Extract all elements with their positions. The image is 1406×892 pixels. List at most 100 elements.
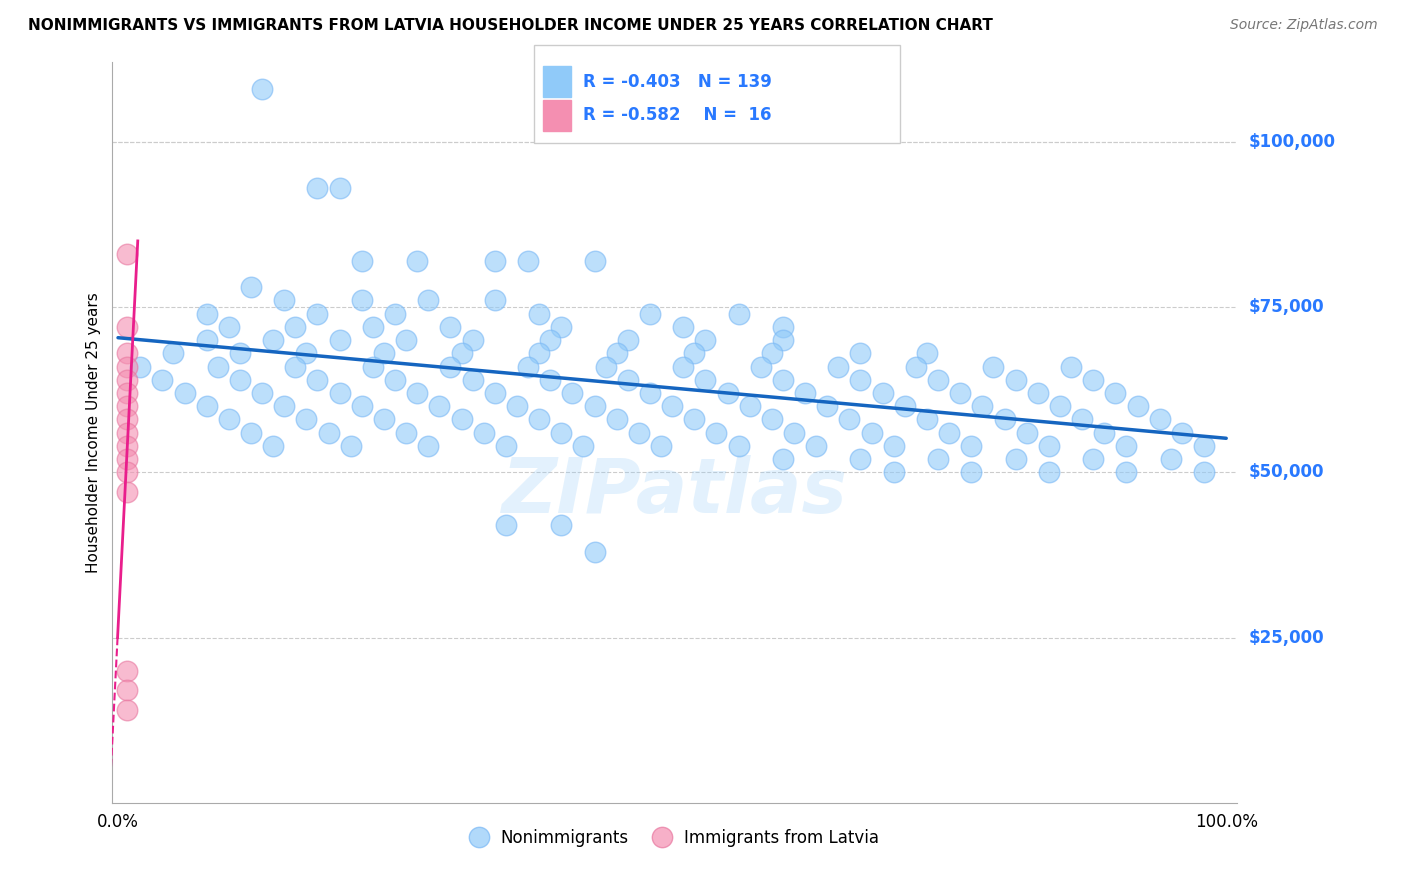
Point bbox=[284, 319, 307, 334]
Point bbox=[527, 307, 550, 321]
Point bbox=[1026, 386, 1049, 401]
Point bbox=[1192, 439, 1215, 453]
Point bbox=[115, 247, 138, 261]
Point bbox=[195, 307, 218, 321]
Point bbox=[894, 399, 917, 413]
Point bbox=[495, 439, 517, 453]
Point bbox=[683, 412, 706, 426]
Point bbox=[295, 412, 318, 426]
Point bbox=[927, 452, 949, 467]
Point bbox=[115, 452, 138, 467]
Point bbox=[329, 181, 352, 195]
Point bbox=[195, 399, 218, 413]
Point bbox=[484, 253, 506, 268]
Point bbox=[1160, 452, 1182, 467]
Point bbox=[384, 373, 406, 387]
Point bbox=[527, 412, 550, 426]
Point bbox=[229, 346, 252, 360]
Point bbox=[606, 412, 628, 426]
Point bbox=[195, 333, 218, 347]
Point bbox=[527, 346, 550, 360]
Point bbox=[115, 399, 138, 413]
Point bbox=[461, 373, 484, 387]
Point bbox=[761, 346, 783, 360]
Point bbox=[772, 373, 794, 387]
Point bbox=[1149, 412, 1171, 426]
Point bbox=[883, 439, 905, 453]
Point bbox=[650, 439, 672, 453]
Y-axis label: Householder Income Under 25 years: Householder Income Under 25 years bbox=[86, 293, 101, 573]
Point bbox=[1092, 425, 1115, 440]
Point bbox=[129, 359, 152, 374]
Point bbox=[339, 439, 361, 453]
Point bbox=[716, 386, 738, 401]
Text: ZIPatlas: ZIPatlas bbox=[502, 455, 848, 529]
Point bbox=[1071, 412, 1094, 426]
Point bbox=[672, 319, 695, 334]
Point bbox=[860, 425, 883, 440]
Point bbox=[406, 386, 429, 401]
Point bbox=[307, 181, 329, 195]
Point bbox=[583, 399, 606, 413]
Point bbox=[738, 399, 761, 413]
Point bbox=[229, 373, 252, 387]
Point bbox=[606, 346, 628, 360]
Point bbox=[661, 399, 683, 413]
Point bbox=[115, 465, 138, 479]
Point bbox=[506, 399, 529, 413]
Point bbox=[883, 465, 905, 479]
Point bbox=[439, 319, 461, 334]
Point bbox=[273, 293, 295, 308]
Point bbox=[472, 425, 495, 440]
Point bbox=[218, 412, 240, 426]
Point bbox=[517, 359, 540, 374]
Point bbox=[561, 386, 583, 401]
Point bbox=[495, 518, 517, 533]
Point bbox=[772, 319, 794, 334]
Point bbox=[207, 359, 229, 374]
Point bbox=[1015, 425, 1038, 440]
Point bbox=[115, 373, 138, 387]
Point bbox=[162, 346, 184, 360]
Point bbox=[1083, 452, 1105, 467]
Point bbox=[949, 386, 972, 401]
Point bbox=[915, 412, 938, 426]
Point bbox=[695, 373, 717, 387]
Point bbox=[1049, 399, 1071, 413]
Point bbox=[218, 319, 240, 334]
Point bbox=[960, 439, 983, 453]
Point bbox=[384, 307, 406, 321]
Point bbox=[150, 373, 173, 387]
Point bbox=[617, 373, 640, 387]
Point bbox=[115, 386, 138, 401]
Point bbox=[429, 399, 451, 413]
Point bbox=[1192, 465, 1215, 479]
Point bbox=[240, 425, 263, 440]
Point bbox=[550, 518, 572, 533]
Text: NONIMMIGRANTS VS IMMIGRANTS FROM LATVIA HOUSEHOLDER INCOME UNDER 25 YEARS CORREL: NONIMMIGRANTS VS IMMIGRANTS FROM LATVIA … bbox=[28, 18, 993, 33]
Point bbox=[683, 346, 706, 360]
Point bbox=[115, 485, 138, 500]
Point bbox=[262, 439, 284, 453]
Point bbox=[804, 439, 827, 453]
Point bbox=[361, 359, 384, 374]
Text: R = -0.403   N = 139: R = -0.403 N = 139 bbox=[583, 73, 772, 91]
Point bbox=[983, 359, 1005, 374]
Point bbox=[307, 373, 329, 387]
Text: $100,000: $100,000 bbox=[1249, 133, 1336, 151]
Point bbox=[262, 333, 284, 347]
Text: Source: ZipAtlas.com: Source: ZipAtlas.com bbox=[1230, 18, 1378, 32]
Point bbox=[538, 373, 561, 387]
Point bbox=[1126, 399, 1149, 413]
Point bbox=[395, 333, 418, 347]
Point bbox=[538, 333, 561, 347]
Point bbox=[849, 346, 872, 360]
Point bbox=[727, 439, 749, 453]
Point bbox=[849, 452, 872, 467]
Point bbox=[749, 359, 772, 374]
Point bbox=[418, 439, 440, 453]
Point bbox=[329, 386, 352, 401]
Point bbox=[250, 386, 273, 401]
Point bbox=[350, 253, 373, 268]
Point bbox=[273, 399, 295, 413]
